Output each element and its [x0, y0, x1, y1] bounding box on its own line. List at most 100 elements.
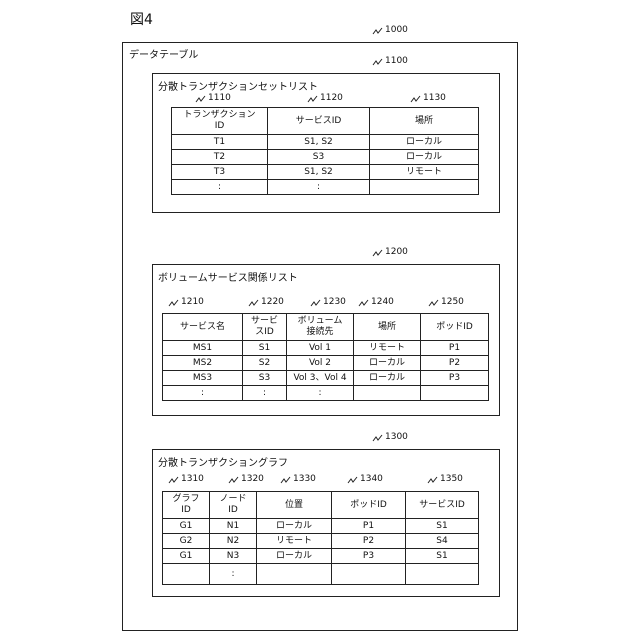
transaction-graph-title: 分散トランザクショングラフ: [158, 454, 288, 469]
squiggle-icon: [372, 249, 384, 257]
ref-number: 1230: [323, 297, 346, 307]
table-row: T2S3ローカル: [172, 150, 479, 165]
data-table-title: データテーブル: [129, 46, 198, 61]
ref-number: 1250: [441, 297, 464, 307]
table-cell: Vol 3、Vol 4: [287, 371, 354, 386]
column-ref-label: 1340: [347, 474, 383, 484]
table-cell: T3: [172, 165, 268, 180]
table-cell: P2: [421, 356, 489, 371]
table-cell: S1: [406, 519, 479, 534]
table-row: :: [163, 564, 479, 585]
volume-service-list-title: ボリュームサービス関係リスト: [158, 269, 298, 284]
ref-number: 1130: [423, 93, 446, 103]
column-ref-label: 1350: [427, 474, 463, 484]
table-cell: ローカル: [370, 135, 479, 150]
table-cell: ローカル: [370, 150, 479, 165]
squiggle-icon: [372, 58, 384, 66]
table-cell: ローカル: [257, 549, 332, 564]
table-cell: S1: [406, 549, 479, 564]
table-cell: P2: [332, 534, 406, 549]
table-cell: リモート: [370, 165, 479, 180]
table-row: :::: [163, 386, 489, 401]
column-header: 位置: [257, 492, 332, 519]
table-row: G1N3ローカルP3S1: [163, 549, 479, 564]
table-cell: P1: [421, 341, 489, 356]
ref-number: 1350: [440, 474, 463, 484]
ref-number: 1330: [293, 474, 316, 484]
table-cell: [163, 564, 210, 585]
ref-label-1300: 1300: [372, 432, 408, 442]
table-cell: S4: [406, 534, 479, 549]
column-header: ノード ID: [210, 492, 257, 519]
column-header: 場所: [354, 314, 421, 341]
squiggle-icon: [428, 299, 440, 307]
table-cell: N1: [210, 519, 257, 534]
header-row: グラフ IDノード ID位置ポッドIDサービスID: [163, 492, 479, 519]
table-cell: [421, 386, 489, 401]
table-row: T3S1, S2リモート: [172, 165, 479, 180]
table-row: MS2S2Vol 2ローカルP2: [163, 356, 489, 371]
table-row: MS3S3Vol 3、Vol 4ローカルP3: [163, 371, 489, 386]
table-cell: :: [210, 564, 257, 585]
column-ref-label: 1310: [168, 474, 204, 484]
column-ref-label: 1220: [248, 297, 284, 307]
ref-label-1100: 1100: [372, 56, 408, 66]
squiggle-icon: [228, 476, 240, 484]
table-cell: T2: [172, 150, 268, 165]
table-cell: [406, 564, 479, 585]
column-ref-label: 1130: [410, 93, 446, 103]
squiggle-icon: [372, 434, 384, 442]
table-cell: :: [268, 180, 370, 195]
column-ref-label: 1110: [195, 93, 231, 103]
table-cell: リモート: [354, 341, 421, 356]
table-cell: Vol 1: [287, 341, 354, 356]
table-cell: S1: [243, 341, 287, 356]
table-row: G2N2リモートP2S4: [163, 534, 479, 549]
table-cell: N2: [210, 534, 257, 549]
ref-label-1000: 1000: [372, 25, 408, 35]
table-cell: T1: [172, 135, 268, 150]
column-ref-label: 1230: [310, 297, 346, 307]
ref-number: 1340: [360, 474, 383, 484]
table-cell: ローカル: [354, 356, 421, 371]
column-header: サービスID: [406, 492, 479, 519]
table-cell: G1: [163, 519, 210, 534]
column-header: サービ スID: [243, 314, 287, 341]
table-cell: [332, 564, 406, 585]
transaction-set-list-title: 分散トランザクションセットリスト: [158, 78, 318, 93]
table-cell: [257, 564, 332, 585]
table-cell: S2: [243, 356, 287, 371]
squiggle-icon: [280, 476, 292, 484]
squiggle-icon: [372, 27, 384, 35]
column-ref-label: 1210: [168, 297, 204, 307]
ref-number: 1320: [241, 474, 264, 484]
table-cell: S3: [243, 371, 287, 386]
header-row: サービス名サービ スIDボリューム 接続先場所ポッドID: [163, 314, 489, 341]
ref-number: 1240: [371, 297, 394, 307]
header-row: トランザクション IDサービスID場所: [172, 108, 479, 135]
column-ref-label: 1330: [280, 474, 316, 484]
column-header: ポッドID: [332, 492, 406, 519]
table-cell: Vol 2: [287, 356, 354, 371]
column-header: サービス名: [163, 314, 243, 341]
column-header: グラフ ID: [163, 492, 210, 519]
column-header: サービスID: [268, 108, 370, 135]
table-cell: ローカル: [257, 519, 332, 534]
ref-number: 1000: [385, 25, 408, 35]
table-cell: MS3: [163, 371, 243, 386]
table-cell: MS1: [163, 341, 243, 356]
ref-number: 1110: [208, 93, 231, 103]
column-header: ポッドID: [421, 314, 489, 341]
ref-label-1200: 1200: [372, 247, 408, 257]
table-cell: :: [287, 386, 354, 401]
transaction-graph-table: グラフ IDノード ID位置ポッドIDサービスIDG1N1ローカルP1S1G2N…: [162, 491, 479, 585]
table-cell: :: [172, 180, 268, 195]
table-row: T1S1, S2ローカル: [172, 135, 479, 150]
squiggle-icon: [168, 299, 180, 307]
table-row: ::: [172, 180, 479, 195]
figure-label: 図4: [130, 9, 153, 29]
table-row: MS1S1Vol 1リモートP1: [163, 341, 489, 356]
column-ref-label: 1320: [228, 474, 264, 484]
table-cell: G2: [163, 534, 210, 549]
column-ref-label: 1120: [307, 93, 343, 103]
